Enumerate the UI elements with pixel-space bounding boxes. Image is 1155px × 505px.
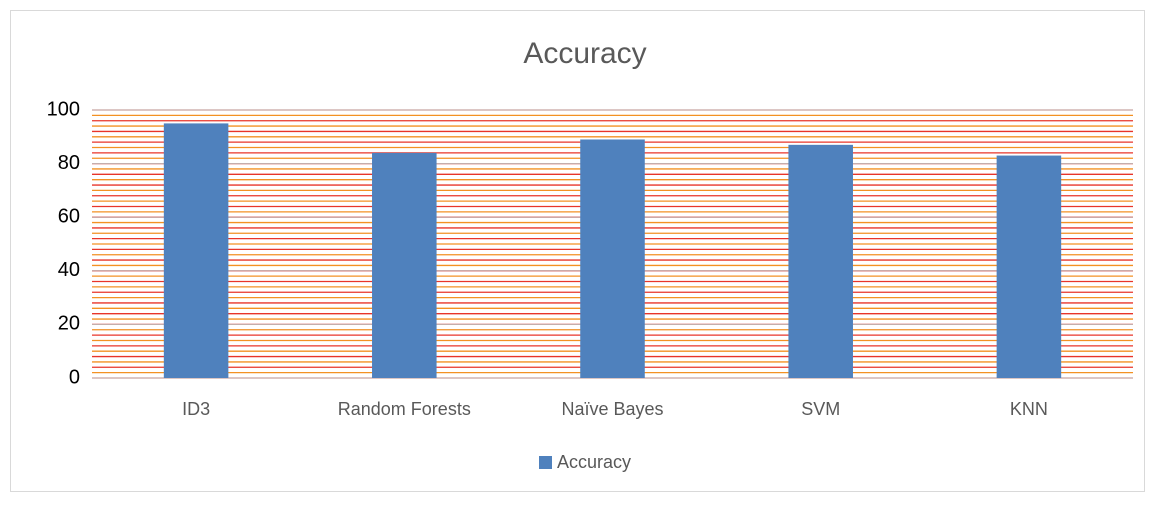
y-tick-label: 0	[69, 366, 80, 388]
x-tick-label: Random Forests	[338, 399, 471, 419]
y-tick-label: 100	[47, 98, 80, 120]
y-tick-label: 60	[58, 205, 80, 227]
y-tick-label: 80	[58, 152, 80, 174]
x-tick-label: ID3	[182, 399, 210, 419]
bar	[996, 155, 1062, 378]
bar	[163, 123, 229, 379]
bar	[788, 144, 853, 378]
bar	[580, 139, 645, 378]
x-tick-label: Naïve Bayes	[561, 399, 663, 419]
legend-swatch	[539, 456, 552, 469]
bar	[372, 152, 437, 378]
legend-label: Accuracy	[557, 452, 631, 472]
x-tick-label: KNN	[1010, 399, 1048, 419]
y-tick-label: 40	[58, 259, 80, 281]
y-tick-label: 20	[58, 313, 80, 335]
chart-title: Accuracy	[523, 37, 646, 70]
x-tick-label: SVM	[801, 399, 840, 419]
